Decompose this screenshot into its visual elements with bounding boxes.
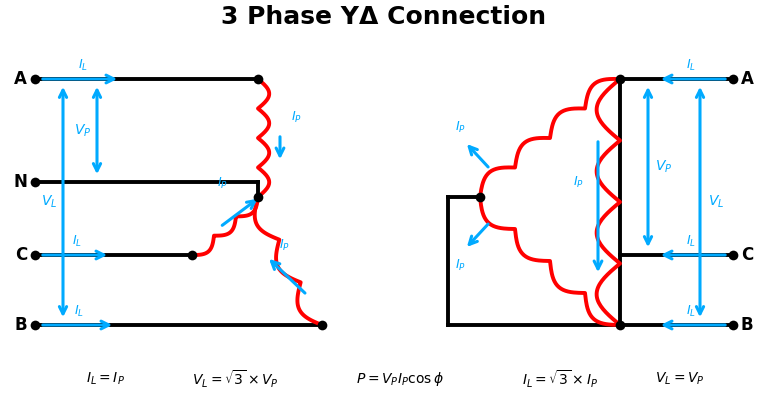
Text: $V_L = \sqrt{3} \times V_P$: $V_L = \sqrt{3} \times V_P$: [191, 368, 279, 389]
Text: $I_L$: $I_L$: [686, 234, 696, 249]
Text: $V_P$: $V_P$: [74, 123, 91, 139]
Text: N: N: [13, 173, 27, 191]
Text: $I_P$: $I_P$: [217, 175, 227, 190]
Text: $I_L$: $I_L$: [78, 57, 88, 72]
Text: $V_P$: $V_P$: [655, 159, 673, 175]
Text: $I_P$: $I_P$: [279, 237, 290, 253]
Text: $I_L$: $I_L$: [72, 234, 82, 249]
Text: B: B: [741, 316, 753, 334]
Text: $I_L$: $I_L$: [686, 57, 696, 72]
Text: $P = V_P I_P \cos\phi$: $P = V_P I_P \cos\phi$: [356, 370, 444, 388]
Text: $I_L = I_P$: $I_L = I_P$: [85, 371, 124, 387]
Text: A: A: [741, 70, 754, 88]
Text: $I_P$: $I_P$: [290, 109, 302, 125]
Text: $I_L = \sqrt{3} \times I_P$: $I_L = \sqrt{3} \times I_P$: [522, 368, 598, 389]
Text: C: C: [741, 246, 753, 264]
Text: $I_L$: $I_L$: [74, 304, 84, 319]
Text: A: A: [14, 70, 27, 88]
Text: $V_L = V_P$: $V_L = V_P$: [655, 371, 705, 387]
Text: $V_L$: $V_L$: [708, 194, 724, 210]
Text: B: B: [15, 316, 27, 334]
Text: C: C: [15, 246, 27, 264]
Text: $I_P$: $I_P$: [455, 119, 465, 135]
Text: $I_L$: $I_L$: [686, 304, 696, 319]
Text: 3 Phase YΔ Connection: 3 Phase YΔ Connection: [221, 5, 547, 29]
Text: $V_L$: $V_L$: [41, 194, 57, 210]
Text: $I_P$: $I_P$: [572, 175, 584, 190]
Text: $I_P$: $I_P$: [455, 258, 465, 273]
